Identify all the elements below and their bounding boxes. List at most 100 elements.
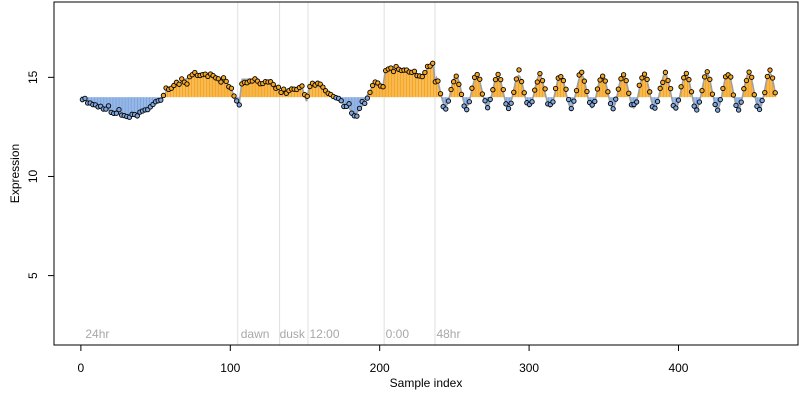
data-point-118 [388, 65, 394, 71]
data-point-192 [581, 78, 588, 84]
data-point-217 [647, 89, 653, 95]
data-point-212 [634, 99, 640, 105]
data-point-236 [696, 99, 703, 105]
data-point-73 [270, 81, 276, 88]
data-point-87 [307, 83, 313, 90]
data-point-209 [626, 90, 632, 96]
data-point-254 [743, 77, 750, 84]
data-point-127 [411, 68, 418, 74]
data-point-228 [675, 97, 682, 103]
data-point-119 [390, 68, 397, 75]
data-point-54 [220, 75, 227, 81]
data-point-181 [552, 85, 559, 92]
data-point-155 [484, 105, 491, 111]
region-label-2: dusk [280, 327, 306, 341]
region-label-0: 24hr [85, 327, 109, 341]
data-point-216 [644, 76, 650, 82]
data-point-153 [479, 91, 486, 97]
data-point-160 [498, 77, 504, 83]
data-point-161 [500, 86, 506, 93]
data-point-255 [746, 69, 752, 75]
data-point-99 [338, 98, 344, 104]
data-point-230 [681, 75, 687, 81]
data-point-10 [105, 103, 112, 109]
data-point-222 [660, 79, 666, 86]
data-point-77 [281, 86, 287, 92]
data-point-52 [215, 76, 221, 82]
data-point-92 [320, 84, 326, 90]
data-point-227 [673, 105, 679, 111]
data-point-261 [762, 89, 768, 96]
region-lines [237, 2, 436, 345]
data-point-166 [513, 76, 520, 82]
data-point-168 [518, 78, 525, 85]
data-point-140 [445, 98, 452, 104]
region-label-4: 0:00 [386, 327, 410, 341]
data-point-240 [707, 76, 713, 83]
data-point-136 [435, 78, 441, 84]
data-point-235 [694, 107, 700, 113]
data-point-183 [558, 74, 564, 80]
data-point-260 [759, 97, 765, 104]
data-points [79, 60, 778, 120]
data-point-165 [511, 89, 517, 95]
data-point-144 [456, 81, 462, 87]
data-point-232 [686, 76, 692, 83]
data-point-142 [450, 79, 457, 85]
data-point-130 [419, 73, 425, 80]
data-point-187 [568, 105, 574, 112]
data-point-189 [573, 87, 580, 94]
data-point-141 [448, 86, 454, 93]
data-point-162 [503, 101, 509, 107]
data-point-239 [704, 69, 710, 75]
data-point-201 [605, 89, 611, 95]
x-tick-label-4: 400 [668, 361, 688, 375]
data-point-214 [639, 75, 645, 81]
data-point-213 [636, 82, 642, 88]
region-labels: 24hr dawn dusk 12:00 0:00 48hr [85, 327, 460, 341]
data-point-149 [469, 85, 475, 91]
data-point-229 [678, 84, 684, 90]
data-point-40 [184, 81, 190, 87]
data-point-13 [113, 110, 120, 116]
data-point-31 [160, 92, 167, 99]
data-point-115 [380, 84, 386, 90]
x-axis: 0 100 200 300 400 [78, 344, 689, 375]
data-point-1 [82, 95, 88, 102]
x-tick-label-1: 100 [220, 361, 240, 375]
data-point-14 [116, 106, 122, 113]
data-point-167 [516, 67, 522, 73]
data-point-219 [652, 105, 658, 111]
data-point-196 [592, 98, 598, 105]
y-tick-label-0: 5 [26, 272, 40, 279]
data-point-234 [691, 103, 697, 109]
data-point-21 [134, 113, 140, 119]
data-point-143 [453, 73, 459, 79]
data-point-251 [735, 107, 742, 113]
y-tick-label-1: 10 [26, 169, 40, 183]
data-point-208 [623, 77, 629, 84]
data-point-206 [618, 76, 624, 82]
data-point-193 [584, 88, 590, 95]
data-point-75 [275, 84, 282, 90]
data-point-111 [369, 82, 376, 89]
data-point-60 [236, 102, 242, 108]
data-point-204 [613, 96, 619, 102]
data-point-147 [464, 107, 470, 113]
data-point-253 [741, 86, 747, 92]
y-tick-label-2: 15 [26, 70, 40, 84]
data-point-262 [764, 73, 771, 80]
data-point-199 [600, 73, 606, 79]
data-point-145 [458, 91, 465, 98]
data-point-249 [730, 92, 737, 98]
data-point-223 [662, 69, 669, 75]
data-point-131 [422, 69, 428, 76]
data-point-188 [571, 98, 577, 104]
data-point-172 [529, 99, 535, 105]
data-point-106 [356, 105, 363, 112]
data-point-163 [505, 105, 512, 112]
data-point-58 [231, 93, 237, 99]
data-point-173 [532, 87, 538, 93]
data-point-184 [560, 77, 567, 84]
x-tick-label-0: 0 [78, 361, 85, 375]
